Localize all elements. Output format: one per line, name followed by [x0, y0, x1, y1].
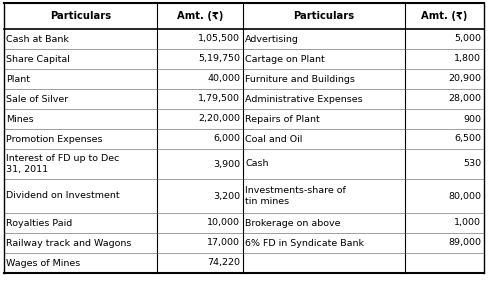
Text: Particulars: Particulars: [293, 11, 355, 21]
Text: Particulars: Particulars: [50, 11, 111, 21]
Text: 2,20,000: 2,20,000: [198, 114, 240, 123]
Text: Plant: Plant: [6, 74, 30, 83]
Text: Administrative Expenses: Administrative Expenses: [245, 94, 363, 103]
Text: Dividend on Investment: Dividend on Investment: [6, 192, 120, 201]
Text: Promotion Expenses: Promotion Expenses: [6, 134, 102, 144]
Text: Mines: Mines: [6, 114, 33, 123]
Text: 900: 900: [463, 114, 481, 123]
Text: 5,000: 5,000: [454, 35, 481, 44]
Text: 20,900: 20,900: [448, 74, 481, 83]
Text: Cartage on Plant: Cartage on Plant: [245, 55, 325, 63]
Text: Investments-share of
tin mines: Investments-share of tin mines: [245, 186, 346, 206]
Text: 1,000: 1,000: [454, 218, 481, 227]
Text: Amt. (₹): Amt. (₹): [177, 11, 223, 21]
Text: 89,000: 89,000: [448, 238, 481, 248]
Text: Share Capital: Share Capital: [6, 55, 70, 63]
Text: Wages of Mines: Wages of Mines: [6, 258, 80, 268]
Text: Amt. (₹): Amt. (₹): [421, 11, 468, 21]
Text: Interest of FD up to Dec
31, 2011: Interest of FD up to Dec 31, 2011: [6, 154, 120, 174]
Text: Brokerage on above: Brokerage on above: [245, 218, 340, 227]
Text: Cash at Bank: Cash at Bank: [6, 35, 69, 44]
Text: 74,220: 74,220: [207, 258, 240, 268]
Text: 530: 530: [463, 159, 481, 168]
Text: 5,19,750: 5,19,750: [198, 55, 240, 63]
Text: 6% FD in Syndicate Bank: 6% FD in Syndicate Bank: [245, 238, 364, 248]
Text: 80,000: 80,000: [448, 192, 481, 201]
Text: 3,200: 3,200: [213, 192, 240, 201]
Text: 3,900: 3,900: [213, 159, 240, 168]
Text: Railway track and Wagons: Railway track and Wagons: [6, 238, 131, 248]
Text: Furniture and Buildings: Furniture and Buildings: [245, 74, 355, 83]
Text: 1,79,500: 1,79,500: [198, 94, 240, 103]
Text: Repairs of Plant: Repairs of Plant: [245, 114, 320, 123]
Text: 17,000: 17,000: [207, 238, 240, 248]
Text: 1,05,500: 1,05,500: [198, 35, 240, 44]
Text: 6,000: 6,000: [213, 134, 240, 144]
Text: 1,800: 1,800: [454, 55, 481, 63]
Text: Advertising: Advertising: [245, 35, 299, 44]
Text: 40,000: 40,000: [207, 74, 240, 83]
Text: Royalties Paid: Royalties Paid: [6, 218, 72, 227]
Text: 6,500: 6,500: [454, 134, 481, 144]
Text: Coal and Oil: Coal and Oil: [245, 134, 303, 144]
Text: 10,000: 10,000: [207, 218, 240, 227]
Text: Cash: Cash: [245, 159, 269, 168]
Text: Sale of Silver: Sale of Silver: [6, 94, 68, 103]
Text: 28,000: 28,000: [448, 94, 481, 103]
